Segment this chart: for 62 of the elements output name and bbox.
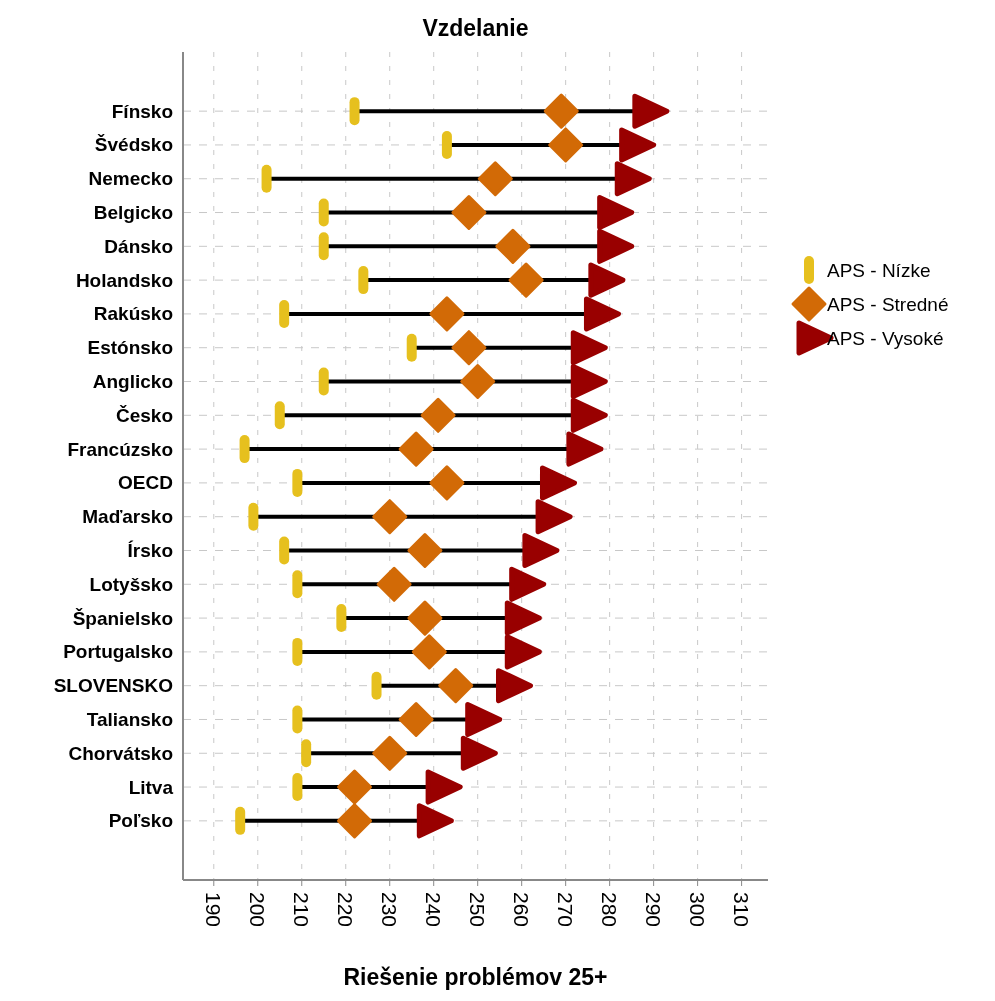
y-tick-label: Taliansko (86, 708, 173, 730)
x-tick-label: 220 (334, 892, 358, 928)
x-tick-label: 230 (378, 892, 402, 928)
y-tick-label: Poľsko (108, 810, 173, 832)
point (504, 634, 542, 670)
y-tick-label: Portugalsko (63, 641, 173, 663)
x-tick-label: 210 (290, 892, 314, 928)
y-tick-label: Litva (128, 776, 174, 798)
point (632, 93, 670, 129)
y-tick-label: Rakúsko (93, 303, 173, 325)
y-tick-label: Fínsko (111, 100, 173, 122)
y-tick-label: Írsko (127, 539, 173, 561)
x-tick-label: 240 (422, 892, 446, 928)
x-tick-label: 300 (686, 892, 710, 928)
point (570, 364, 608, 400)
y-tick-label: Španielsko (72, 607, 173, 629)
point (614, 161, 652, 197)
point (583, 296, 621, 332)
y-tick-label: SLOVENSKO (53, 675, 173, 697)
legend-label: APS - Stredné (827, 293, 949, 315)
point (570, 397, 608, 433)
point (597, 195, 635, 231)
y-tick-label: Chorvátsko (68, 742, 173, 764)
y-tick-label: Nemecko (88, 168, 173, 190)
y-tick-label: Holandsko (75, 269, 173, 291)
x-tick-label: 270 (554, 892, 578, 928)
point (495, 668, 533, 704)
point (619, 127, 657, 163)
y-tick-label: Estónsko (87, 337, 173, 359)
y-tick-label: Maďarsko (82, 506, 173, 528)
x-tick-label: 310 (730, 892, 754, 928)
x-tick-label: 190 (202, 892, 226, 928)
chart-title: Vzdelanie (422, 15, 529, 41)
x-tick-label: 250 (466, 892, 490, 928)
point (337, 803, 373, 839)
point (504, 600, 542, 636)
point (588, 262, 626, 298)
point (597, 228, 635, 264)
point (372, 735, 408, 771)
x-tick-label: 260 (510, 892, 534, 928)
legend-label: APS - Vysoké (827, 327, 944, 349)
y-tick-label: Lotyšsko (89, 573, 173, 595)
y-tick-label: Francúzsko (67, 438, 173, 460)
point (535, 499, 573, 535)
y-tick-label: Anglicko (92, 371, 173, 393)
x-tick-label: 200 (246, 892, 270, 928)
point (570, 330, 608, 366)
point (566, 431, 604, 467)
legend-label: APS - Nízke (827, 259, 931, 281)
x-tick-label: 290 (642, 892, 666, 928)
x-tick-label: 280 (598, 892, 622, 928)
point (522, 532, 560, 568)
y-tick-label: Belgicko (93, 202, 173, 224)
y-tick-label: OECD (118, 472, 173, 494)
y-tick-label: Česko (115, 404, 173, 426)
y-tick-label: Dánsko (104, 235, 173, 257)
y-tick-label: Švédsko (94, 134, 173, 156)
point (539, 465, 577, 501)
point (372, 499, 408, 535)
point (509, 566, 547, 602)
point (337, 769, 373, 805)
x-axis-title: Riešenie problémov 25+ (343, 964, 608, 990)
